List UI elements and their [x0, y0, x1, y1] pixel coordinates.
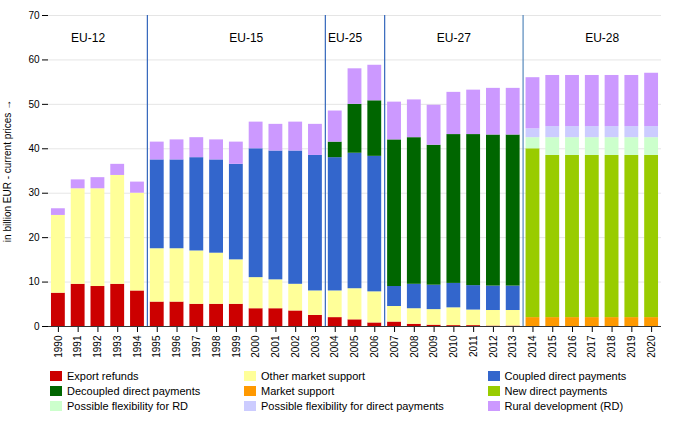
svg-text:1992: 1992	[92, 335, 103, 358]
html-text:Possible flexibility for direc: Possible flexibility for direct payments	[261, 400, 444, 412]
html-text:Export refunds: Export refunds	[67, 370, 139, 382]
svg-text:40: 40	[28, 143, 40, 154]
svg-text:30: 30	[28, 187, 40, 198]
html-text:Other market support: Other market support	[261, 370, 365, 382]
html-text:Decoupled direct payments: Decoupled direct payments	[67, 385, 201, 397]
svg-text:1995: 1995	[151, 335, 162, 358]
svg-text:2001: 2001	[270, 335, 281, 358]
html-text:New direct payments: New direct payments	[504, 385, 608, 397]
svg-text:2008: 2008	[409, 335, 420, 358]
svg-text:2018: 2018	[606, 335, 617, 358]
svg-text:2012: 2012	[488, 335, 499, 358]
svg-text:in billion EUR - current price: in billion EUR - current prices →	[2, 100, 13, 242]
svg-text:2020: 2020	[646, 335, 657, 358]
svg-text:2009: 2009	[428, 335, 439, 358]
html-text:Rural development (RD): Rural development (RD)	[504, 400, 624, 412]
svg-text:1993: 1993	[112, 335, 123, 358]
svg-text:1998: 1998	[211, 335, 222, 358]
svg-text:0: 0	[34, 321, 40, 332]
svg-text:1996: 1996	[171, 335, 182, 358]
svg-text:EU-12: EU-12	[71, 31, 105, 45]
svg-text:2007: 2007	[389, 335, 400, 358]
svg-text:EU-25: EU-25	[328, 31, 362, 45]
html-text:Coupled direct payments: Coupled direct payments	[504, 370, 627, 382]
svg-text:2004: 2004	[329, 335, 340, 358]
svg-text:2017: 2017	[586, 335, 597, 358]
svg-text:2003: 2003	[310, 335, 321, 358]
svg-text:1994: 1994	[132, 335, 143, 358]
svg-text:50: 50	[28, 99, 40, 110]
svg-text:2014: 2014	[527, 335, 538, 358]
html-text:Market support: Market support	[261, 385, 335, 397]
svg-text:2010: 2010	[448, 335, 459, 358]
svg-text:2013: 2013	[507, 335, 518, 358]
svg-text:1990: 1990	[53, 335, 64, 358]
svg-text:10: 10	[28, 276, 40, 287]
svg-text:60: 60	[28, 54, 40, 65]
svg-text:2002: 2002	[290, 335, 301, 358]
svg-text:70: 70	[28, 10, 40, 21]
html-text:Possible flexibility for RD: Possible flexibility for RD	[67, 400, 188, 412]
svg-text:2005: 2005	[349, 335, 360, 358]
svg-text:2016: 2016	[567, 335, 578, 358]
svg-text:1997: 1997	[191, 335, 202, 358]
svg-text:1991: 1991	[72, 335, 83, 358]
svg-text:2015: 2015	[547, 335, 558, 358]
svg-text:EU-15: EU-15	[229, 31, 263, 45]
svg-text:EU-28: EU-28	[585, 31, 619, 45]
svg-text:2006: 2006	[369, 335, 380, 358]
svg-text:20: 20	[28, 232, 40, 243]
svg-text:2011: 2011	[468, 335, 479, 357]
svg-text:2019: 2019	[626, 335, 637, 358]
svg-text:EU-27: EU-27	[437, 31, 471, 45]
svg-text:2000: 2000	[250, 335, 261, 358]
svg-text:1999: 1999	[231, 335, 242, 358]
